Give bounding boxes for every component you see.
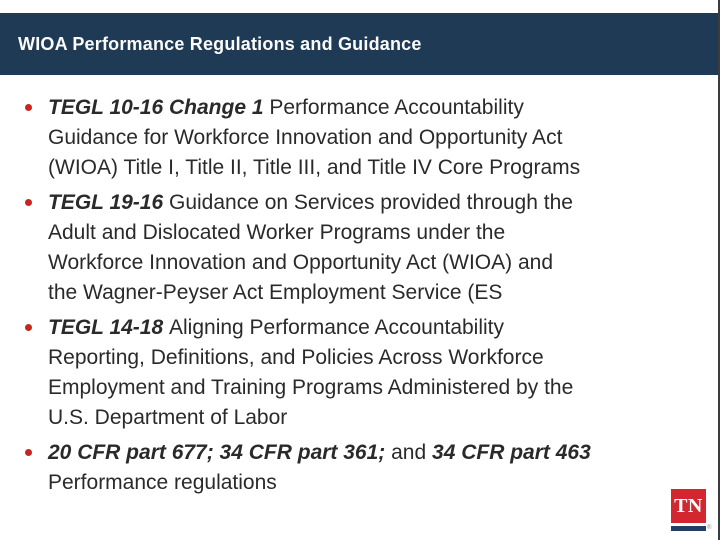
bullet-dot (25, 449, 32, 456)
bullet-text: Guidance for Workforce Innovation and Op… (48, 126, 563, 149)
bullet-text: Guidance on Services provided through th… (169, 191, 573, 214)
bullet-text: U.S. Department of Labor (48, 406, 288, 429)
bullet-list: TEGL 10-16 Change 1 Performance Accounta… (0, 93, 716, 503)
bullet-item: TEGL 10-16 Change 1 Performance Accounta… (0, 93, 716, 183)
bullet-line: Employment and Training Programs Adminis… (48, 373, 716, 403)
tn-logo: TN (671, 489, 706, 523)
bullet-line: Adult and Dislocated Worker Programs und… (48, 218, 716, 248)
bullet-emphasis-text: 20 CFR part 677; 34 CFR part 361; (48, 441, 386, 464)
bullet-text: Employment and Training Programs Adminis… (48, 376, 574, 399)
registered-trademark-icon: ® (707, 525, 712, 531)
bullet-item: 20 CFR part 677; 34 CFR part 361; and 34… (0, 438, 716, 498)
bullet-text: Adult and Dislocated Worker Programs und… (48, 221, 506, 244)
bullet-line: Performance regulations (48, 468, 716, 498)
bullet-text: the Wagner-Peyser Act Employment Service… (48, 281, 503, 304)
bullet-emphasis-text: TEGL 14-18 (48, 316, 169, 339)
bullet-dot (25, 324, 32, 331)
bullet-line: Reporting, Definitions, and Policies Acr… (48, 343, 716, 373)
bullet-line: TEGL 10-16 Change 1 Performance Accounta… (48, 93, 716, 123)
bullet-line: Guidance for Workforce Innovation and Op… (48, 123, 716, 153)
bullet-line: U.S. Department of Labor (48, 403, 716, 433)
bullet-line: Workforce Innovation and Opportunity Act… (48, 248, 716, 278)
bullet-emphasis-text: 34 CFR part 463 (432, 441, 591, 464)
slide-title-bar: WIOA Performance Regulations and Guidanc… (0, 13, 718, 75)
bullet-item: TEGL 19-16 Guidance on Services provided… (0, 188, 716, 308)
bullet-dot (25, 199, 32, 206)
bullet-text: Aligning Performance Accountability (169, 316, 505, 339)
bullet-text: Performance regulations (48, 471, 277, 494)
tn-logo-text: TN (674, 494, 703, 517)
bullet-emphasis-text: TEGL 19-16 (48, 191, 169, 214)
bullet-text: Workforce Innovation and Opportunity Act… (48, 251, 554, 274)
bullet-emphasis-text: TEGL 10-16 Change 1 (48, 96, 270, 119)
slide-title: WIOA Performance Regulations and Guidanc… (18, 33, 422, 54)
bullet-text: Reporting, Definitions, and Policies Acr… (48, 346, 544, 369)
bullet-line: TEGL 19-16 Guidance on Services provided… (48, 188, 716, 218)
right-edge-border (718, 0, 720, 540)
bullet-text: Performance Accountability (269, 96, 524, 119)
bullet-dot (25, 104, 32, 111)
bullet-line: (WIOA) Title I, Title II, Title III, and… (48, 153, 716, 183)
bullet-item: TEGL 14-18 Aligning Performance Accounta… (0, 313, 716, 433)
bullet-line: 20 CFR part 677; 34 CFR part 361; and 34… (48, 438, 716, 468)
bullet-text: (WIOA) Title I, Title II, Title III, and… (48, 156, 581, 179)
tn-logo-underline (671, 526, 706, 531)
bullet-line: TEGL 14-18 Aligning Performance Accounta… (48, 313, 716, 343)
bullet-text: and (385, 441, 433, 464)
bullet-line: the Wagner-Peyser Act Employment Service… (48, 278, 716, 308)
